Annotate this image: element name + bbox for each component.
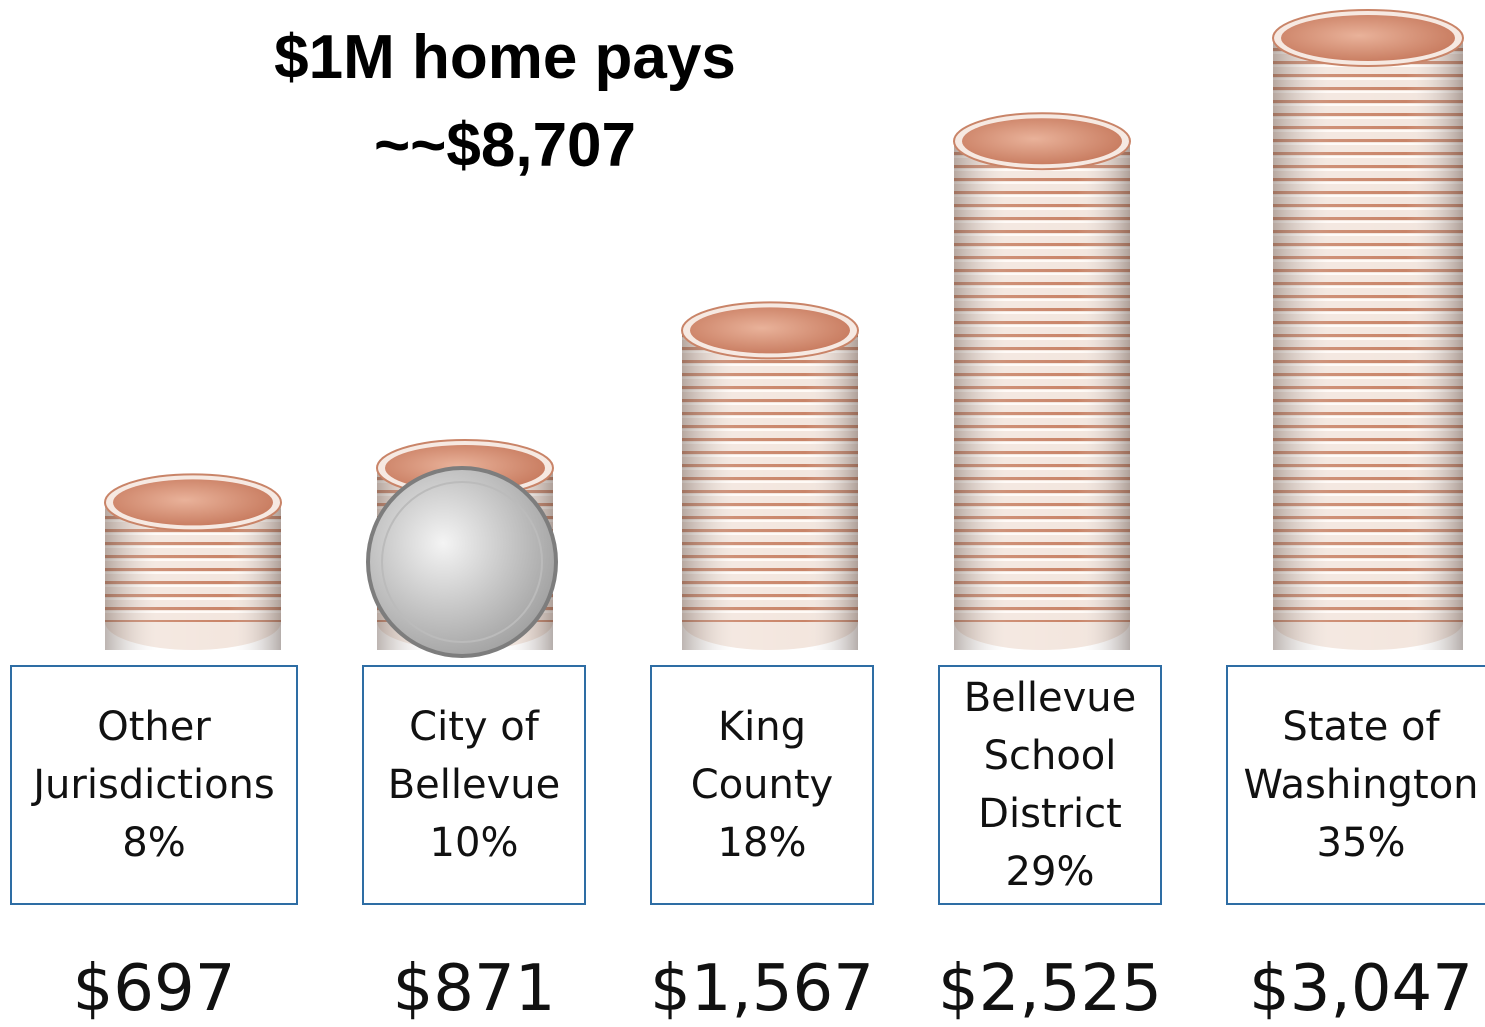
stack-shade	[1273, 38, 1463, 650]
category-box: City of Bellevue 10%	[362, 665, 586, 905]
category-label: State of	[1282, 704, 1440, 750]
value-label: 10%	[429, 820, 519, 866]
category-box: State of Washington 35%	[1226, 665, 1485, 905]
value-label: 18%	[717, 820, 807, 866]
amount-label: $1,567	[650, 952, 874, 1026]
coin-stack	[953, 112, 1131, 650]
dime	[366, 466, 558, 658]
stack-shade	[682, 330, 858, 650]
coin-stack	[104, 473, 282, 650]
category-label: Bellevue	[963, 675, 1137, 721]
amount-label: $2,525	[938, 952, 1162, 1026]
coin-top-face	[113, 479, 273, 526]
category-label: King	[717, 704, 807, 750]
coin-top-face	[1281, 15, 1455, 61]
category-label: Jurisdictions	[33, 762, 275, 808]
amount-label: $697	[72, 952, 236, 1026]
coin-stack	[681, 301, 859, 650]
category-box: Bellevue School District 29%	[938, 665, 1162, 905]
stack-shade	[954, 141, 1130, 650]
value-label: 35%	[1316, 820, 1406, 866]
category-label: City of	[409, 704, 539, 750]
coin-stack	[1272, 9, 1464, 650]
value-label: 8%	[122, 820, 186, 866]
category-label: Bellevue	[387, 762, 561, 808]
dime-inner	[381, 481, 543, 643]
amount-label: $871	[392, 952, 556, 1026]
category-label: School	[983, 733, 1117, 779]
title: $1M home pays	[274, 23, 736, 92]
coin-top-face	[690, 307, 850, 354]
coin-stack	[366, 439, 558, 658]
subtitle: ~~$8,707	[373, 111, 637, 180]
amount-label: $3,047	[1249, 952, 1473, 1026]
category-label: County	[690, 762, 834, 808]
coin-top-face	[962, 118, 1122, 165]
category-box: Other Jurisdictions 8%	[10, 665, 298, 905]
value-label: 29%	[1005, 849, 1095, 895]
category-label: Other	[97, 704, 211, 750]
category-box: King County 18%	[650, 665, 874, 905]
category-label: Washington	[1243, 762, 1479, 808]
category-label: District	[978, 791, 1122, 837]
